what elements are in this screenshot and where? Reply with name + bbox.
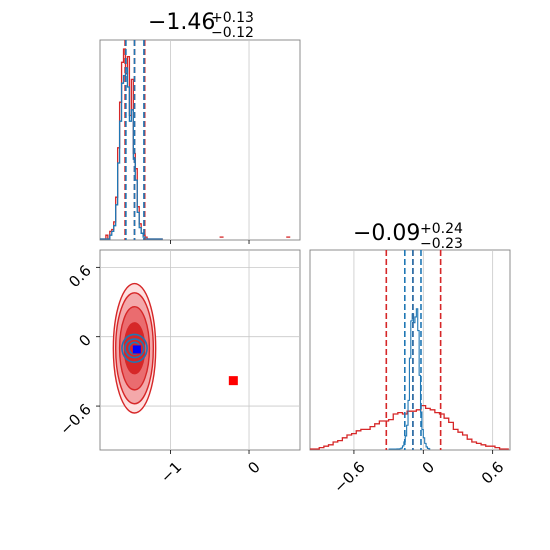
histogram-series	[100, 48, 291, 240]
x-tick-label: −0.6	[330, 458, 368, 496]
histogram-step-red	[100, 48, 163, 240]
marginal-histogram-param-1: −1.46 +0.13 −0.12	[99, 10, 301, 244]
quantile-lines	[124, 40, 146, 240]
panel-frame	[309, 249, 511, 451]
square-marker	[132, 345, 141, 354]
y-tick-label: 0.6	[65, 261, 95, 291]
quantile-lines	[385, 250, 442, 450]
joint-contour-panel: −1 0 −0.6 0 0.6	[56, 249, 301, 486]
x-tick-label: −1	[157, 458, 185, 486]
y-ticks: −0.6 0 0.6	[56, 261, 100, 439]
x-tick-label: 0	[244, 458, 263, 477]
title-main: −1.46	[148, 10, 215, 35]
histogram-series	[310, 308, 509, 450]
histogram-step-blue	[388, 308, 431, 450]
panel-frame	[99, 249, 301, 451]
x-tick-label: 0	[419, 458, 438, 477]
panel-title-param-1: −1.46	[148, 10, 215, 35]
blue-contour-level-2	[124, 338, 145, 359]
panel-title-param-2: −0.09	[353, 221, 420, 246]
panel-frame	[99, 39, 301, 241]
marginal-histogram-param-2: −0.6 0 0.6 −0.09 +0.24 −0.23	[309, 221, 511, 497]
y-tick-label: −0.6	[56, 400, 94, 438]
x-ticks	[170, 240, 250, 244]
grid	[353, 250, 494, 450]
y-tick-label: 0	[75, 331, 94, 350]
title-superscript: +0.24	[420, 221, 463, 237]
grid	[170, 40, 250, 240]
x-ticks: −0.6 0 0.6	[330, 450, 507, 497]
histogram-step-blue	[100, 67, 163, 240]
square-marker	[228, 376, 238, 386]
title-main: −0.09	[353, 221, 420, 246]
title-subscript: −0.12	[211, 25, 254, 41]
blue-contour-level-1	[121, 333, 148, 363]
x-tick-label: 0.6	[478, 458, 508, 488]
title-superscript: +0.13	[211, 10, 254, 26]
title-subscript: −0.23	[420, 236, 463, 252]
point-markers	[132, 344, 238, 386]
histogram-step-red	[310, 404, 509, 450]
x-ticks: −1 0	[157, 450, 264, 486]
